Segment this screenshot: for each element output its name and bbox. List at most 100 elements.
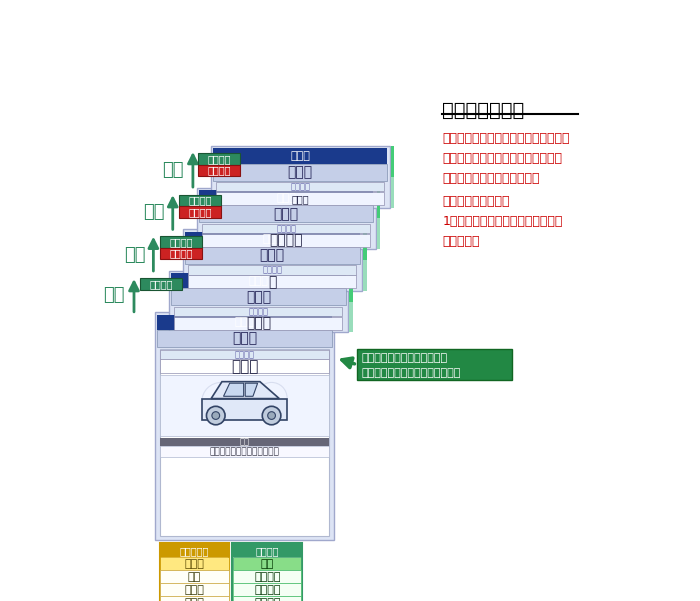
Bar xyxy=(233,570,302,584)
Text: 一番下の子クラスは、全ての
親クラスの内容を継承している。: 一番下の子クラスは、全ての 親クラスの内容を継承している。 xyxy=(362,353,461,378)
Text: 複数枚の設計図で、
1つのオブジェクトの設計図を作る
イメージ。: 複数枚の設計図で、 1つのオブジェクトの設計図を作る イメージ。 xyxy=(442,195,563,248)
Bar xyxy=(160,557,228,570)
Bar xyxy=(160,596,228,601)
Circle shape xyxy=(267,412,275,419)
Text: クラス名: クラス名 xyxy=(262,266,282,275)
Bar xyxy=(198,153,240,165)
Text: 車体色: 車体色 xyxy=(185,598,204,601)
Bar xyxy=(188,275,356,288)
Bar xyxy=(160,349,329,537)
Bar xyxy=(349,302,353,332)
Text: クラス名: クラス名 xyxy=(290,182,310,191)
Text: 継承は何段階でもすることができる。
この場合、子クラスは全ての全ての
親クラスの内容を継承する。: 継承は何段階でもすることができる。 この場合、子クラスは全ての全ての 親クラスの… xyxy=(442,132,570,185)
Bar xyxy=(202,234,370,247)
Text: クラッチ: クラッチ xyxy=(254,598,281,601)
Text: 設計図: 設計図 xyxy=(260,248,285,263)
Bar xyxy=(160,584,228,596)
Bar xyxy=(160,447,328,457)
Bar xyxy=(198,165,240,176)
Text: 子クラス: 子クラス xyxy=(207,154,231,163)
Bar xyxy=(199,190,374,206)
Bar xyxy=(357,349,512,380)
Text: 継承: 継承 xyxy=(124,246,146,264)
Bar xyxy=(140,278,182,290)
Text: 継承: 継承 xyxy=(162,161,183,179)
Bar xyxy=(202,224,370,233)
Bar xyxy=(160,236,202,248)
Text: ・・・: ・・・ xyxy=(291,194,309,204)
Text: 親クラス: 親クラス xyxy=(207,165,231,175)
Bar xyxy=(174,317,342,330)
Bar xyxy=(160,350,328,359)
Text: 継承: 継承 xyxy=(144,203,164,221)
Text: 設計図: 設計図 xyxy=(232,332,257,346)
Bar xyxy=(197,188,376,249)
Text: 設計図: 設計図 xyxy=(246,290,271,304)
Text: クラス名: クラス名 xyxy=(248,307,268,316)
Circle shape xyxy=(206,406,225,425)
Bar xyxy=(155,313,334,540)
Text: 子クラス: 子クラス xyxy=(169,237,193,247)
Bar xyxy=(199,206,374,222)
Bar xyxy=(160,375,328,436)
Bar xyxy=(172,288,346,305)
Bar xyxy=(183,229,362,291)
Bar xyxy=(160,438,328,447)
Text: クラス: クラス xyxy=(290,151,310,161)
Polygon shape xyxy=(223,383,244,396)
Bar xyxy=(213,148,387,163)
Bar xyxy=(391,177,394,207)
Text: 速度: 速度 xyxy=(188,572,201,582)
Bar xyxy=(213,163,387,181)
Bar xyxy=(160,359,328,373)
Bar xyxy=(377,188,381,218)
Bar xyxy=(185,231,360,247)
Text: 親クラス: 親クラス xyxy=(169,248,193,258)
Bar xyxy=(160,570,228,584)
Circle shape xyxy=(212,412,220,419)
Text: フィールド: フィールド xyxy=(180,546,209,556)
Bar xyxy=(216,192,384,206)
Text: 設計図: 設計図 xyxy=(288,165,313,179)
Bar xyxy=(377,218,381,249)
Text: 燃料量: 燃料量 xyxy=(185,585,204,595)
Bar xyxy=(391,146,394,177)
Text: 設計図: 設計図 xyxy=(274,207,299,221)
Text: 飛行機: 飛行機 xyxy=(246,317,271,331)
Text: 自動車: 自動車 xyxy=(231,359,258,374)
Text: ぬかみそ: ぬかみそ xyxy=(270,233,303,248)
Bar xyxy=(216,182,384,192)
Bar xyxy=(363,229,367,260)
Bar xyxy=(233,584,302,596)
Text: 船: 船 xyxy=(268,275,277,289)
Bar xyxy=(174,307,342,316)
Text: 子クラス: 子クラス xyxy=(149,279,173,289)
Polygon shape xyxy=(245,383,258,396)
Text: 機能: 機能 xyxy=(260,559,274,569)
Text: 主な目的：人や物を「運ぶ」: 主な目的：人や物を「運ぶ」 xyxy=(209,447,279,456)
Bar xyxy=(211,146,390,207)
Text: アクセル: アクセル xyxy=(254,572,281,582)
Bar xyxy=(363,260,367,291)
Bar xyxy=(185,247,360,264)
Bar xyxy=(172,273,346,288)
Text: ブレーキ: ブレーキ xyxy=(254,585,281,595)
Bar xyxy=(233,557,302,570)
Text: クラス: クラス xyxy=(248,276,268,286)
Bar xyxy=(169,271,348,332)
Text: 状態値: 状態値 xyxy=(185,559,204,569)
Bar xyxy=(158,330,332,347)
Bar xyxy=(233,596,302,601)
Text: 子クラス: 子クラス xyxy=(188,195,211,206)
Bar xyxy=(160,544,228,557)
Bar xyxy=(349,271,353,302)
Text: メソッド: メソッド xyxy=(256,546,279,556)
Bar xyxy=(188,266,356,275)
Text: クラス: クラス xyxy=(276,193,296,203)
Text: 説明: 説明 xyxy=(239,438,249,447)
Polygon shape xyxy=(211,382,279,398)
Bar xyxy=(202,398,287,420)
Bar xyxy=(179,195,220,206)
Text: 親クラス: 親クラス xyxy=(188,207,211,217)
Text: 複数階層の継承: 複数階層の継承 xyxy=(442,102,525,120)
